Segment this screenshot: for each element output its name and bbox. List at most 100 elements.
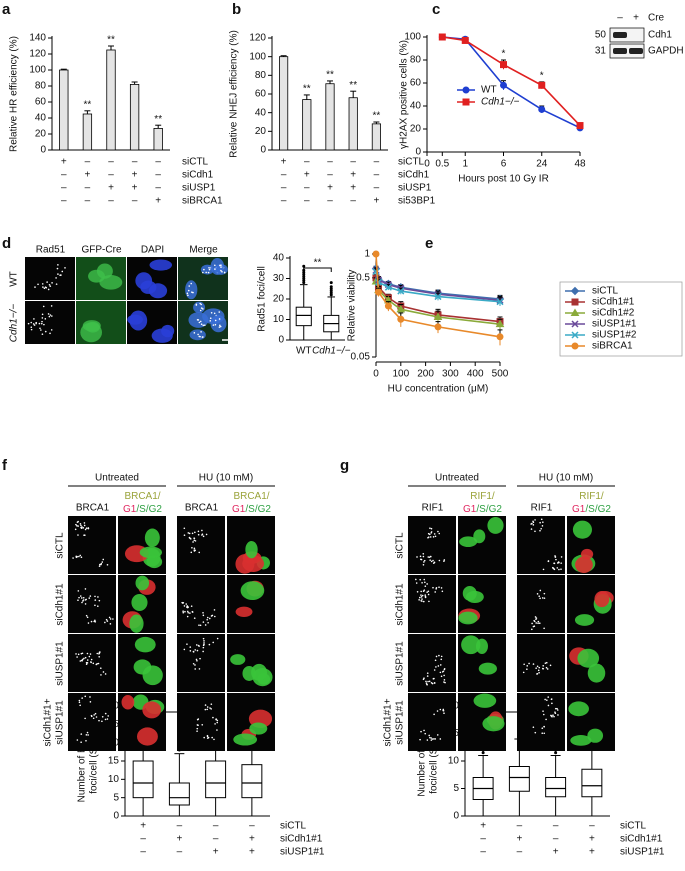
focus xyxy=(540,518,543,521)
focus xyxy=(424,732,427,735)
focus xyxy=(106,620,109,622)
focus xyxy=(83,534,85,537)
focus xyxy=(42,286,44,288)
x-tick-label: WT xyxy=(296,346,312,357)
focus xyxy=(435,586,438,589)
focus xyxy=(80,556,83,559)
focus xyxy=(191,610,194,613)
focus xyxy=(198,321,201,324)
focus xyxy=(423,578,426,581)
merge-label: G1/S/G2 xyxy=(232,504,271,515)
focus xyxy=(41,283,44,285)
nucleus xyxy=(580,548,594,560)
nucleus xyxy=(577,648,600,668)
y-tick-label: 10 xyxy=(448,756,460,767)
nucleus xyxy=(139,546,163,559)
focus xyxy=(558,568,560,571)
panel-letter: d xyxy=(2,235,11,252)
focus xyxy=(421,598,423,600)
y-tick-label: 40 xyxy=(410,101,422,112)
focus xyxy=(76,521,79,523)
focus xyxy=(430,560,433,563)
image-row-label: siCdh1#1+ xyxy=(383,698,394,746)
focus xyxy=(422,590,425,592)
nucleus xyxy=(458,611,478,625)
focus xyxy=(194,649,197,651)
focus xyxy=(422,555,425,558)
focus xyxy=(547,560,550,562)
micrograph xyxy=(517,575,565,633)
focus xyxy=(427,536,429,539)
focus xyxy=(188,536,191,539)
focus xyxy=(425,682,428,684)
focus xyxy=(546,668,549,670)
point xyxy=(372,250,380,258)
focus xyxy=(212,716,214,719)
focus xyxy=(534,731,537,734)
focus xyxy=(72,557,74,559)
focus xyxy=(429,536,432,538)
focus xyxy=(200,307,203,309)
nucleus xyxy=(142,701,162,719)
focus xyxy=(83,657,85,660)
x-tick-label: 24 xyxy=(536,159,548,170)
focus xyxy=(557,714,559,716)
focus xyxy=(79,554,82,557)
focus xyxy=(86,731,89,734)
focus xyxy=(560,562,563,564)
box xyxy=(581,768,603,798)
outlier xyxy=(302,264,306,268)
focus xyxy=(433,533,436,535)
focus xyxy=(60,274,62,276)
focus xyxy=(532,524,535,526)
stain-label: BRCA1 xyxy=(76,503,110,514)
focus xyxy=(425,680,427,683)
focus xyxy=(187,532,190,534)
focus xyxy=(541,732,544,735)
focus xyxy=(41,320,43,323)
focus xyxy=(90,715,93,718)
focus xyxy=(429,559,431,561)
y-axis-label: Relative HR efficiency (%) xyxy=(9,36,20,152)
focus xyxy=(189,646,192,648)
image-row-label: siCTL xyxy=(395,532,406,559)
focus xyxy=(538,666,541,669)
focus xyxy=(439,738,442,740)
bar xyxy=(82,113,93,151)
nucleus xyxy=(475,638,488,655)
nucleus xyxy=(185,280,198,300)
focus xyxy=(197,530,200,533)
focus xyxy=(42,305,45,308)
focus xyxy=(86,662,89,664)
series-line xyxy=(375,253,501,338)
nucleus xyxy=(487,516,504,534)
focus xyxy=(202,646,205,649)
image-group-label: Untreated xyxy=(95,473,139,484)
focus xyxy=(547,704,550,707)
condition-sign: – xyxy=(350,157,356,168)
y-axis-label: Relative viability xyxy=(347,270,358,342)
x-tick-label: 1 xyxy=(462,159,468,170)
condition-sign: – xyxy=(213,821,219,832)
condition-sign: – xyxy=(374,170,380,181)
condition-sign: – xyxy=(589,821,595,832)
focus xyxy=(546,699,548,701)
focus xyxy=(84,528,87,531)
focus xyxy=(192,662,195,665)
legend-label: siUSP1#2 xyxy=(592,330,637,341)
focus xyxy=(89,701,92,703)
focus xyxy=(104,712,107,715)
focus xyxy=(90,661,92,664)
condition-sign: – xyxy=(327,170,333,181)
point xyxy=(397,315,405,323)
outlier xyxy=(329,291,333,295)
focus xyxy=(80,652,83,655)
focus xyxy=(41,313,44,316)
focus xyxy=(536,665,539,668)
focus xyxy=(541,597,544,599)
nucleus xyxy=(149,259,173,271)
focus xyxy=(539,521,541,524)
focus xyxy=(106,564,109,566)
focus xyxy=(535,667,537,669)
legend-label: siCdh1#2 xyxy=(592,308,635,319)
